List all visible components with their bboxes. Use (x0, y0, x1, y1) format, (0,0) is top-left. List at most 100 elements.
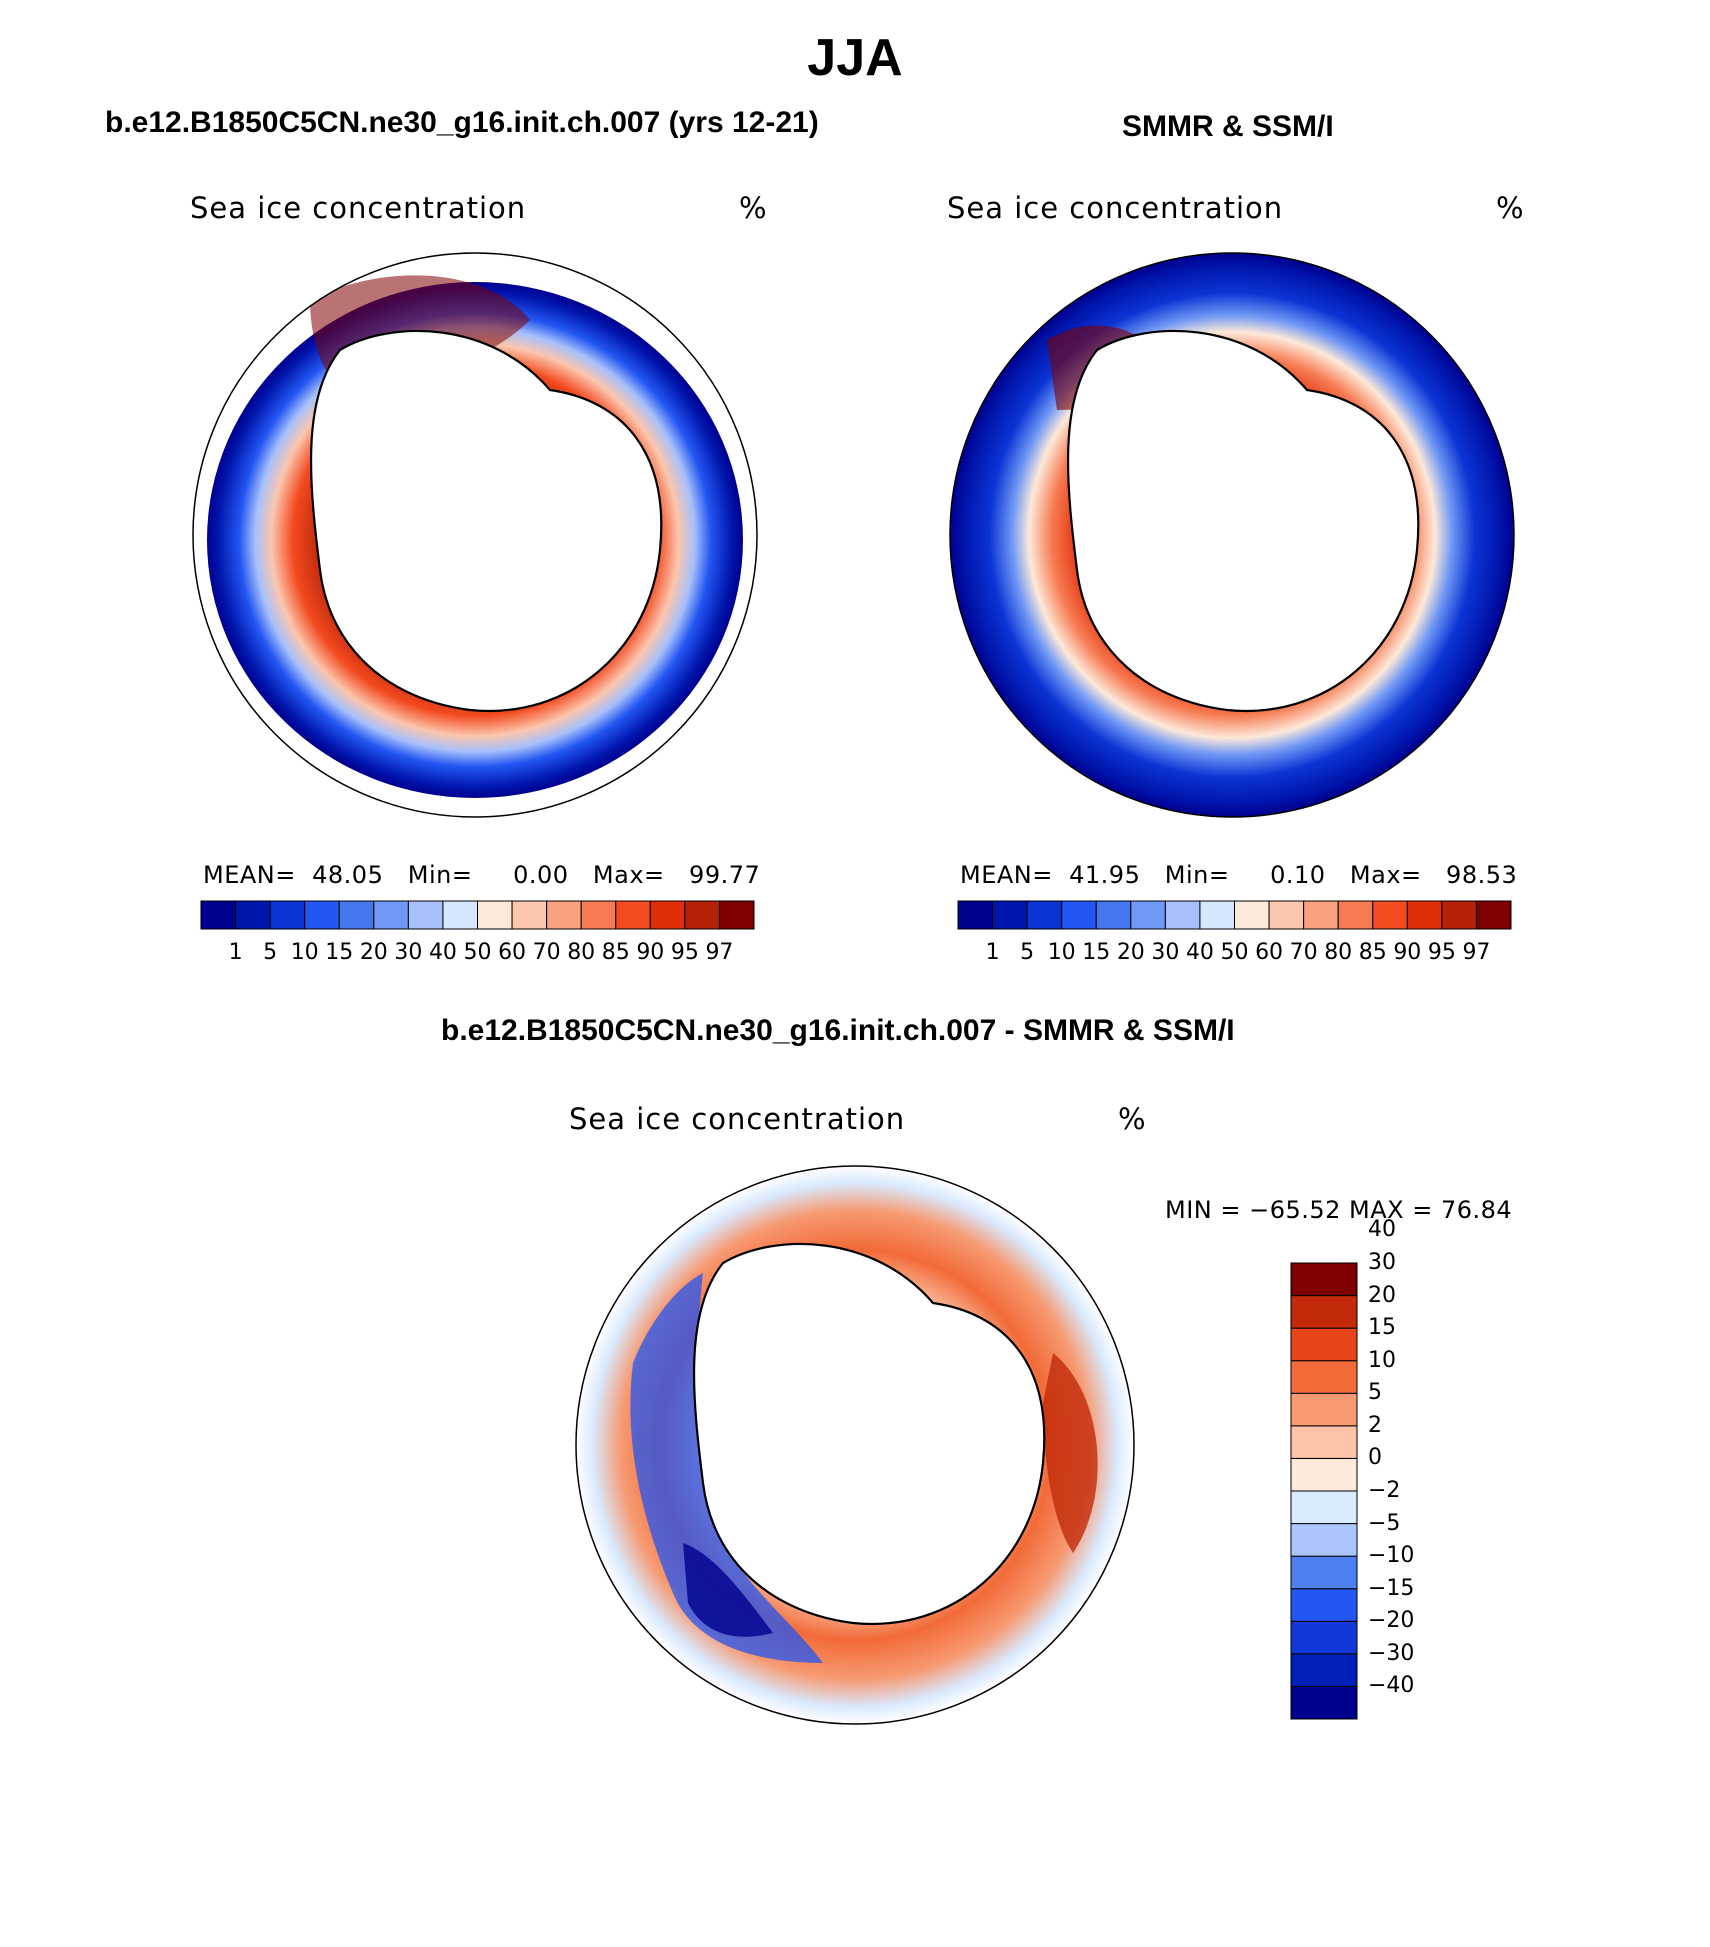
left-max-value: 99.77 (689, 861, 761, 889)
diff-colorbar-tick-label: 40 (1368, 1217, 1396, 1243)
diff-map-boundary (575, 1165, 1135, 1725)
diff-polar-map (575, 1165, 1135, 1725)
right-colorbar-ticks: 1 5 10 15 20 30 40 50 60 70 80 85 90 95 97 (957, 940, 1512, 970)
left-polar-map (192, 252, 758, 818)
right-stats: MEAN= 41.95 Min= 0.10 Max= 98.53 (960, 861, 1517, 889)
right-min-value: 0.10 (1270, 861, 1326, 889)
diff-colorbar-tick-label: −15 (1368, 1575, 1415, 1601)
diff-colorbar-bin (1290, 1457, 1358, 1492)
left-colorbar-ticks: 1 5 10 15 20 30 40 50 60 70 80 85 90 95 97 (200, 940, 755, 970)
diff-antarctica (692, 1242, 1046, 1626)
right-max-value: 98.53 (1446, 861, 1518, 889)
left-colorbar-bin (511, 900, 548, 930)
diff-colorbar-bin (1290, 1360, 1358, 1394)
left-colorbar-bin (338, 900, 375, 930)
left-colorbar-bin (649, 900, 686, 930)
right-colorbar-tick-label: 1 (985, 940, 1000, 965)
right-colorbar-bin (1164, 900, 1201, 930)
left-map-boundary (192, 252, 758, 818)
diff-colorbar-tick-label: −40 (1368, 1673, 1415, 1699)
left-colorbar-bin (615, 900, 651, 930)
right-colorbar-bin (1303, 900, 1339, 930)
right-colorbar-tick-label: 70 (1289, 940, 1318, 965)
left-colorbar-bin (200, 900, 237, 930)
left-antarctica (309, 329, 663, 713)
right-colorbar-tick-label: 85 (1358, 940, 1387, 965)
right-colorbar-tick-label: 30 (1151, 940, 1180, 965)
left-colorbar-bin (546, 900, 582, 930)
left-unit-label: % (739, 191, 768, 225)
left-colorbar-tick-label: 80 (567, 940, 596, 965)
diff-colorbar-tick-label: 30 (1368, 1250, 1396, 1275)
right-colorbar-tick-label: 97 (1462, 940, 1491, 965)
left-colorbar-bin (373, 900, 409, 930)
left-colorbar-tick-label: 50 (463, 940, 492, 965)
diff-colorbar-bin (1290, 1490, 1358, 1525)
right-field-label: Sea ice concentration (947, 191, 1284, 225)
diff-colorbar-ticks: −40 −30 −20 −15 −10 −5 −2 0 2 5 10 15 20 30 40 (1368, 1217, 1458, 1720)
left-case-title: b.e12.B1850C5CN.ne30_g16.init.ch.007 (yr… (105, 106, 819, 139)
left-colorbar-bin (269, 900, 306, 930)
right-mean-value: 41.95 (1069, 861, 1141, 889)
left-colorbar-tick-label: 15 (325, 940, 354, 965)
right-antarctica (1066, 329, 1420, 713)
right-colorbar-tick-label: 90 (1393, 940, 1422, 965)
right-colorbar-tick-label: 40 (1185, 940, 1214, 965)
diff-colorbar-tick-label: 10 (1368, 1347, 1396, 1373)
left-colorbar (200, 900, 755, 930)
diff-colorbar-tick-label: 20 (1368, 1282, 1396, 1308)
right-colorbar-tick-label: 60 (1255, 940, 1284, 965)
left-min-label: Min= (407, 861, 473, 889)
left-stats: MEAN= 48.05 Min= 0.00 Max= 99.77 (203, 861, 760, 889)
left-colorbar-tick-label: 85 (601, 940, 630, 965)
left-colorbar-tick-label: 20 (359, 940, 388, 965)
diff-colorbar-bin (1290, 1588, 1358, 1622)
right-colorbar-bin (1406, 900, 1443, 930)
diff-colorbar-bin (1290, 1555, 1358, 1590)
left-colorbar-tick-label: 97 (705, 940, 734, 965)
diff-colorbar-bin (1290, 1262, 1358, 1297)
right-colorbar-tick-label: 20 (1116, 940, 1145, 965)
left-colorbar-bin (407, 900, 444, 930)
left-colorbar-tick-label: 10 (290, 940, 319, 965)
diff-colorbar-tick-label: 0 (1368, 1445, 1382, 1471)
diff-positive-max-region (1043, 1353, 1098, 1553)
left-colorbar-bin (477, 900, 513, 930)
left-colorbar-bin (580, 900, 617, 930)
left-colorbar-tick-label: 60 (498, 940, 527, 965)
right-case-title: SMMR & SSM/I (1122, 110, 1334, 143)
right-colorbar-tick-label: 10 (1047, 940, 1076, 965)
diff-colorbar-tick-label: 2 (1368, 1412, 1382, 1438)
left-colorbar-bin (718, 900, 755, 930)
right-min-label: Min= (1164, 861, 1230, 889)
diff-colorbar-bin (1290, 1392, 1358, 1427)
left-mean-label: MEAN= (203, 861, 296, 889)
left-colorbar-tick-label: 30 (394, 940, 423, 965)
right-colorbar-bin (1199, 900, 1235, 930)
diff-colorbar-bin (1290, 1620, 1358, 1655)
diff-colorbar-tick-label: −10 (1368, 1543, 1415, 1569)
left-colorbar-bin (684, 900, 720, 930)
right-colorbar-tick-label: 80 (1324, 940, 1353, 965)
right-colorbar-bin (1026, 900, 1063, 930)
right-colorbar-tick-label: 5 (1020, 940, 1035, 965)
left-colorbar-tick-label: 70 (532, 940, 561, 965)
diff-colorbar-bin (1290, 1523, 1358, 1557)
diff-colorbar-tick-label: −30 (1368, 1640, 1415, 1666)
diff-colorbar-tick-label: −20 (1368, 1608, 1415, 1634)
right-colorbar-bin (992, 900, 1028, 930)
right-colorbar-bin (1337, 900, 1374, 930)
left-colorbar-tick-label: 5 (263, 940, 278, 965)
right-unit-label: % (1496, 191, 1525, 225)
diff-colorbar-bin (1290, 1327, 1358, 1362)
diff-colorbar-tick-label: −2 (1368, 1478, 1401, 1503)
right-colorbar-bin (1061, 900, 1097, 930)
left-field-label: Sea ice concentration (190, 191, 527, 225)
right-colorbar-bin (1095, 900, 1132, 930)
right-colorbar-bin (1475, 900, 1512, 930)
diff-negative-region (630, 1273, 823, 1663)
left-colorbar-tick-label: 95 (670, 940, 699, 965)
right-max-label: Max= (1349, 861, 1422, 889)
right-colorbar (957, 900, 1512, 930)
diff-strong-negative-region (683, 1543, 773, 1637)
